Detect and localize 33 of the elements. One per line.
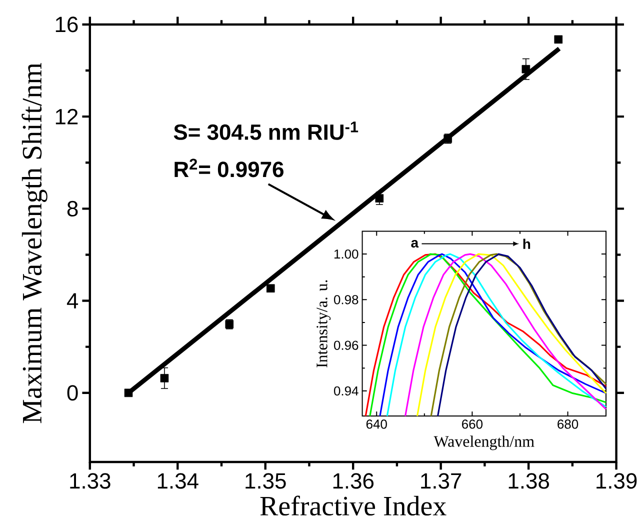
y-tick-label: 0.98 (334, 294, 358, 304)
x-tick-label: 1.34 (158, 472, 198, 489)
x-axis-title: Refractive Index (260, 495, 446, 516)
y-tick-label: 4 (66, 293, 78, 308)
point (160, 374, 169, 382)
y-tick-label: 0.94 (334, 386, 358, 396)
x-tick-label: 680 (558, 419, 578, 429)
x-tick-label: 1.36 (333, 472, 374, 489)
y-axis-title: Maximum Wavelength Shift/nm (22, 62, 48, 423)
x-tick-label: 1.33 (70, 472, 110, 489)
point (554, 35, 563, 44)
y-axis-title: Intensity/a. u. (316, 280, 331, 368)
annotation: R$^{2}$= 0.9976 (174, 158, 284, 178)
x-axis-title: Wavelength/nm (434, 435, 534, 450)
x-tick-label: 1.38 (508, 472, 549, 489)
y-tick-label: 0 (67, 384, 78, 400)
point (375, 194, 384, 202)
x-tick-label: 1.37 (421, 472, 462, 489)
y-tick-label: 1.00 (334, 249, 358, 258)
y-tick-label: 8 (67, 200, 78, 216)
x-tick-label: 660 (462, 419, 483, 429)
point (124, 388, 133, 397)
annotation: S= 304.5 nm RIU$^{-1}$ (174, 121, 358, 140)
y-tick-label: 0.96 (334, 340, 358, 350)
annotation: a (411, 240, 419, 248)
y-tick-label: 12 (56, 108, 78, 124)
y-tick-label: 16 (56, 16, 78, 32)
x-tick-label: 1.39 (596, 472, 637, 489)
x-tick-label: 1.35 (246, 472, 286, 489)
x-tick-label: 640 (366, 419, 387, 429)
point (522, 64, 530, 74)
annotation: h (523, 238, 530, 249)
point (266, 284, 275, 292)
